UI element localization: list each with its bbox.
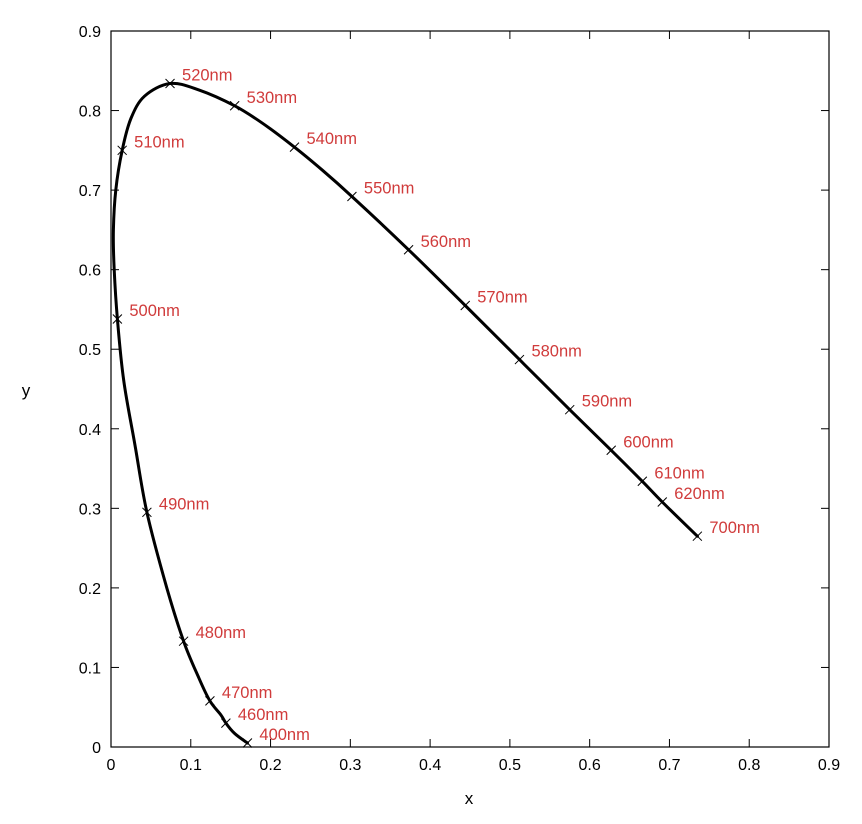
y-axis-label: y [22, 381, 31, 400]
wavelength-marker [289, 142, 300, 153]
wavelength-label: 540nm [306, 130, 356, 148]
x-tick-label: 0.6 [579, 757, 601, 774]
wavelength-marker [514, 354, 525, 365]
wavelength-marker [221, 718, 231, 728]
plot-area [110, 30, 830, 748]
y-tick-label: 0 [92, 740, 101, 757]
y-tick-label: 0.2 [79, 581, 101, 598]
x-tick-label: 0.3 [339, 757, 361, 774]
wavelength-label: 620nm [674, 485, 724, 503]
wavelength-label: 400nm [259, 726, 309, 744]
y-tick-label: 0.4 [79, 422, 101, 439]
x-tick-label: 0.2 [259, 757, 281, 774]
wavelength-marker [657, 497, 668, 507]
wavelength-label: 530nm [247, 89, 297, 107]
wavelength-marker [178, 636, 189, 647]
wavelength-marker [460, 300, 471, 311]
wavelength-marker [242, 738, 253, 748]
wavelength-marker [112, 314, 123, 324]
wavelength-label: 520nm [182, 67, 232, 85]
x-axis: 0 0.1 0.2 0.3 0.4 0.5 0.6 0.7 0.8 0.9 [107, 31, 840, 774]
wavelength-label: 480nm [196, 624, 246, 642]
wavelength-marker [637, 476, 648, 487]
spectral-locus [111, 81, 699, 745]
wavelength-marker [165, 78, 175, 89]
wavelength-labels: 400nm 460nm 470nm 480nm 490nm 500nm 510nm 520nm… [129, 67, 759, 745]
wavelength-label: 590nm [582, 393, 632, 411]
wavelength-marker [142, 507, 152, 518]
wavelength-label: 550nm [364, 179, 414, 197]
wavelength-label: 500nm [129, 302, 179, 320]
x-tick-label: 0.1 [180, 757, 202, 774]
wavelength-marker [403, 244, 414, 255]
wavelength-label: 700nm [709, 519, 759, 537]
y-tick-label: 0.8 [79, 104, 101, 121]
x-tick-label: 0.8 [738, 757, 760, 774]
x-tick-label: 0.9 [818, 757, 840, 774]
wavelength-marker [692, 531, 703, 542]
y-tick-label: 0.3 [79, 501, 101, 518]
x-tick-label: 0.7 [658, 757, 680, 774]
wavelength-label: 600nm [623, 433, 673, 451]
wavelength-label: 560nm [421, 233, 471, 251]
y-tick-label: 0.5 [79, 342, 101, 359]
wavelength-label: 470nm [222, 684, 272, 702]
y-axis: 0 0.1 0.2 0.3 0.4 0.5 0.6 0.7 0.8 0.9 [79, 24, 829, 757]
wavelength-label: 490nm [159, 495, 209, 513]
plot-border [110, 30, 830, 748]
wavelength-marker [347, 191, 357, 202]
y-tick-label: 0.6 [79, 263, 101, 280]
wavelength-label: 580nm [531, 343, 581, 361]
wavelength-marker [117, 145, 128, 156]
wavelength-markers [112, 78, 703, 748]
y-tick-label: 0.9 [79, 24, 101, 41]
wavelength-marker [606, 445, 617, 456]
wavelength-marker [564, 404, 575, 415]
series-line [111, 81, 699, 745]
wavelength-label: 570nm [477, 288, 527, 306]
x-tick-label: 0.4 [419, 757, 441, 774]
wavelength-marker [205, 696, 215, 706]
wavelength-label: 610nm [654, 464, 704, 482]
x-axis-label: x [465, 789, 474, 808]
wavelength-marker [229, 100, 240, 111]
x-tick-label: 0.5 [499, 757, 521, 774]
y-tick-label: 0.7 [79, 183, 101, 200]
wavelength-label: 460nm [238, 706, 288, 724]
y-tick-label: 0.1 [79, 660, 101, 677]
x-tick-label: 0 [107, 757, 116, 774]
wavelength-label: 510nm [134, 133, 184, 151]
